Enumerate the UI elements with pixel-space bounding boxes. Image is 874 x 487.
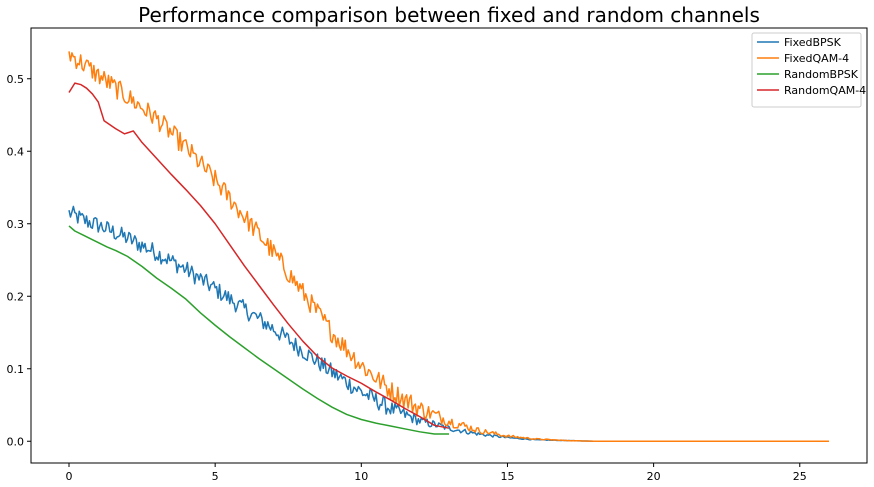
series-line-randomqam-4	[68, 82, 450, 429]
x-axis: 0 5 10 15 20 25	[66, 463, 807, 483]
legend-label: RandomBPSK	[784, 68, 859, 81]
y-tick-label: 0.1	[7, 363, 25, 376]
legend-box	[751, 32, 862, 108]
y-tick-label: 0.5	[7, 73, 25, 86]
x-tick-label: 15	[500, 470, 514, 483]
legend: FixedBPSK FixedQAM-4 RandomBPSK RandomQAM-4	[751, 32, 866, 108]
x-tick-label: 10	[354, 470, 368, 483]
chart-title: Performance comparison between fixed and…	[138, 3, 760, 27]
x-tick-label: 25	[793, 470, 807, 483]
series-line-fixedqam-4	[68, 51, 829, 442]
legend-label: FixedQAM-4	[784, 52, 849, 65]
y-tick-label: 0.2	[7, 290, 25, 303]
y-tick-label: 0.0	[7, 435, 25, 448]
series-line-fixedbpsk	[68, 205, 829, 442]
y-axis: 0.0 0.1 0.2 0.3 0.4 0.5	[7, 73, 31, 448]
plot-area	[30, 27, 868, 464]
series-line-randombpsk	[68, 225, 449, 435]
legend-label: RandomQAM-4	[784, 84, 866, 97]
x-tick-label: 20	[647, 470, 661, 483]
series-lines	[68, 51, 829, 442]
y-tick-label: 0.3	[7, 218, 25, 231]
legend-label: FixedBPSK	[784, 36, 842, 49]
x-tick-label: 0	[66, 470, 73, 483]
x-tick-label: 5	[212, 470, 219, 483]
y-tick-label: 0.4	[7, 145, 25, 158]
